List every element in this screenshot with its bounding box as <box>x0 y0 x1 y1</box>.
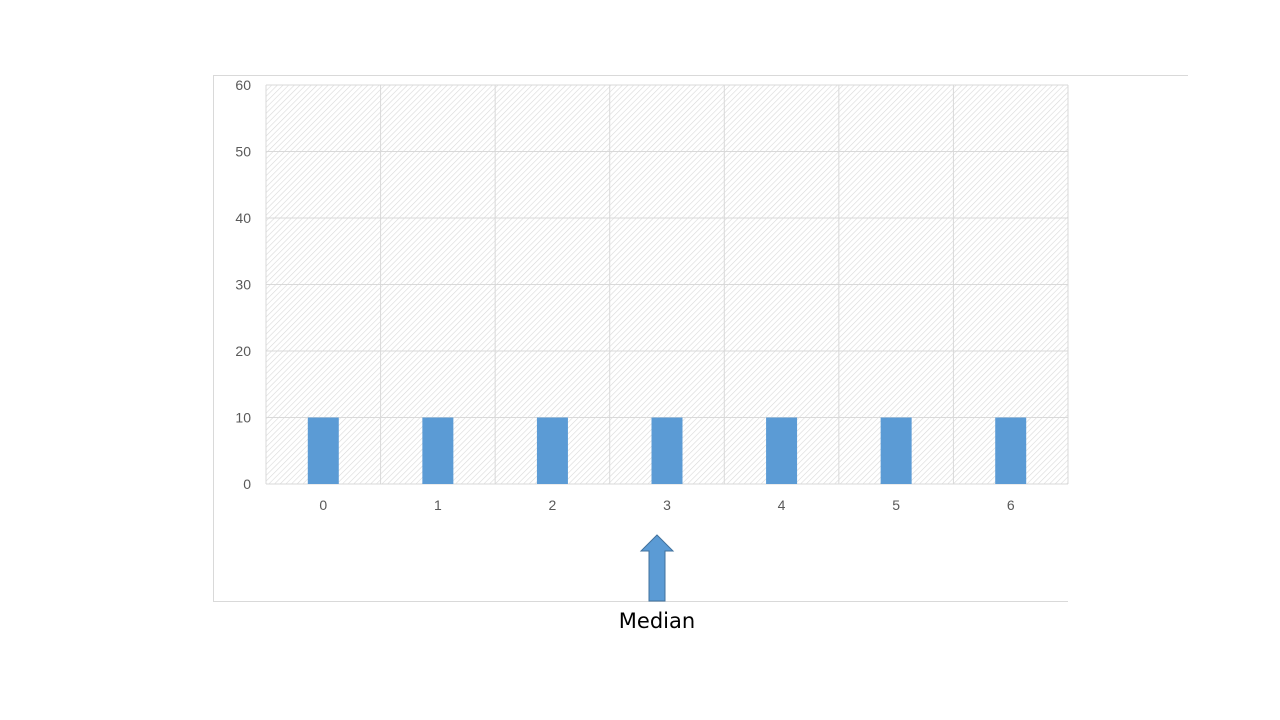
bar <box>307 417 339 484</box>
y-tick-label: 50 <box>235 144 251 160</box>
bar <box>651 417 683 484</box>
x-tick-label: 1 <box>434 497 442 513</box>
y-tick-label: 30 <box>235 277 251 293</box>
y-tick-label: 20 <box>235 343 251 359</box>
x-tick-labels: 0 1 2 3 4 5 6 <box>319 497 1014 513</box>
y-tick-label: 0 <box>243 476 251 492</box>
median-arrow-icon <box>639 534 675 602</box>
x-tick-label: 2 <box>549 497 557 513</box>
bar <box>995 417 1027 484</box>
gridlines <box>265 84 1069 485</box>
x-tick-label: 3 <box>663 497 671 513</box>
y-tick-label: 60 <box>235 77 251 93</box>
median-label: Median <box>619 609 695 633</box>
bar <box>422 417 454 484</box>
y-tick-labels: 0 10 20 30 40 50 60 <box>235 77 251 492</box>
bars <box>307 417 1027 484</box>
bar <box>536 417 568 484</box>
x-tick-label: 6 <box>1007 497 1015 513</box>
x-tick-label: 4 <box>778 497 786 513</box>
y-tick-label: 40 <box>235 210 251 226</box>
y-tick-label: 10 <box>235 410 251 426</box>
x-tick-label: 0 <box>319 497 327 513</box>
x-tick-label: 5 <box>892 497 900 513</box>
bar <box>766 417 798 484</box>
bar <box>880 417 912 484</box>
